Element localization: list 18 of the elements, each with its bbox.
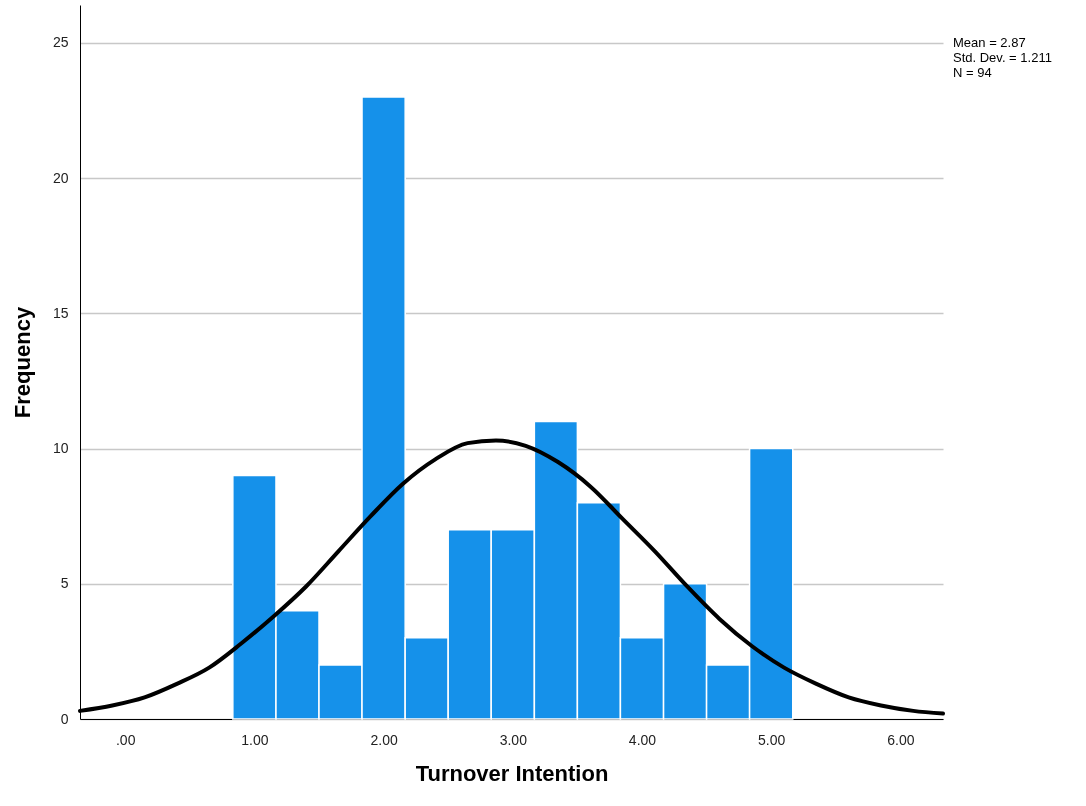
y-tick-label: 25 (52, 34, 69, 51)
y-tick-label: 20 (52, 169, 69, 186)
x-axis-title: Turnover Intention (415, 760, 609, 786)
x-tick-label: 2.00 (370, 731, 398, 748)
y-tick-label: 0 (60, 710, 69, 727)
x-tick-label: 4.00 (628, 731, 657, 748)
x-tick-label: .00 (115, 731, 136, 748)
x-tick-label: 5.00 (758, 731, 786, 748)
text: N = 94 (953, 65, 992, 80)
y-tick-label: 15 (52, 304, 69, 321)
x-tick-label: 3.00 (499, 731, 528, 748)
y-tick-label: 10 (52, 440, 69, 457)
y-tick-label: 5 (60, 575, 69, 592)
text: Std. Dev. = 1.211 (953, 50, 1052, 65)
y-axis-title: Frequency (9, 306, 35, 419)
text: Mean = 2.87 (953, 35, 1026, 50)
x-tick-label: 1.00 (241, 731, 269, 748)
x-tick-label: 6.00 (887, 731, 915, 748)
